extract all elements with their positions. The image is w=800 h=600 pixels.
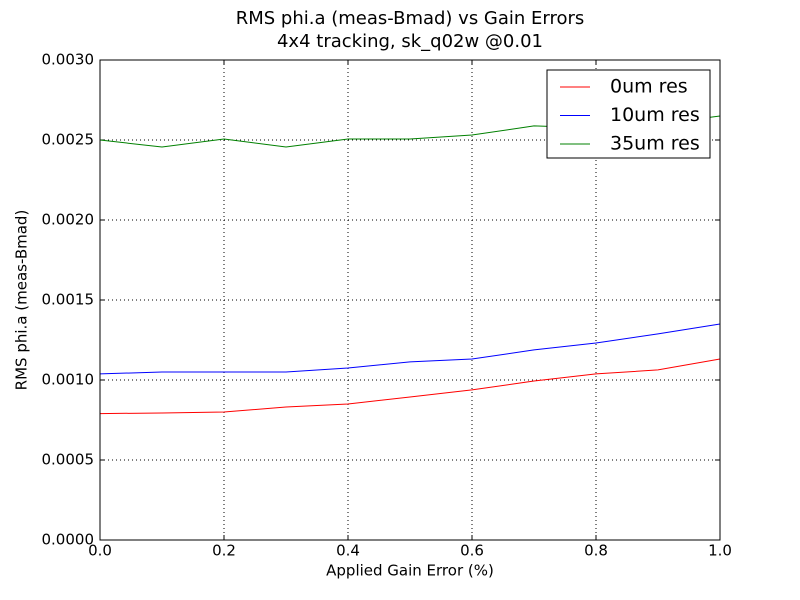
legend-label: 35um res: [610, 133, 700, 155]
x-tick-label: 0.8: [584, 542, 608, 560]
x-tick-label: 0.6: [460, 542, 484, 560]
series-line: [99, 323, 721, 375]
legend-box: [546, 69, 711, 159]
y-tick-label: 0.0000: [42, 531, 95, 549]
y-tick-label: 0.0005: [42, 451, 95, 469]
y-tick-label: 0.0015: [42, 291, 95, 309]
legend-label: 0um res: [610, 76, 688, 98]
y-axis-label: RMS phi.a (meas-Bmad): [13, 210, 31, 391]
plot-frame: [99, 59, 721, 541]
chart-subtitle: 4x4 tracking, sk_q02w @0.01: [277, 31, 543, 52]
y-tick-label: 0.0010: [42, 371, 95, 389]
x-axis-label: Applied Gain Error (%): [326, 562, 494, 580]
legend-label: 10um res: [610, 104, 700, 126]
x-tick-label: 0.0: [88, 542, 112, 560]
chart-title: RMS phi.a (meas-Bmad) vs Gain Errors: [236, 8, 585, 29]
y-tick-label: 0.0020: [42, 211, 95, 229]
y-tick-label: 0.0025: [42, 131, 95, 149]
x-tick-label: 1.0: [708, 542, 732, 560]
y-tick-label: 0.0030: [42, 51, 95, 69]
x-tick-label: 0.4: [336, 542, 360, 560]
x-tick-label: 0.2: [212, 542, 236, 560]
series-line: [99, 358, 721, 415]
